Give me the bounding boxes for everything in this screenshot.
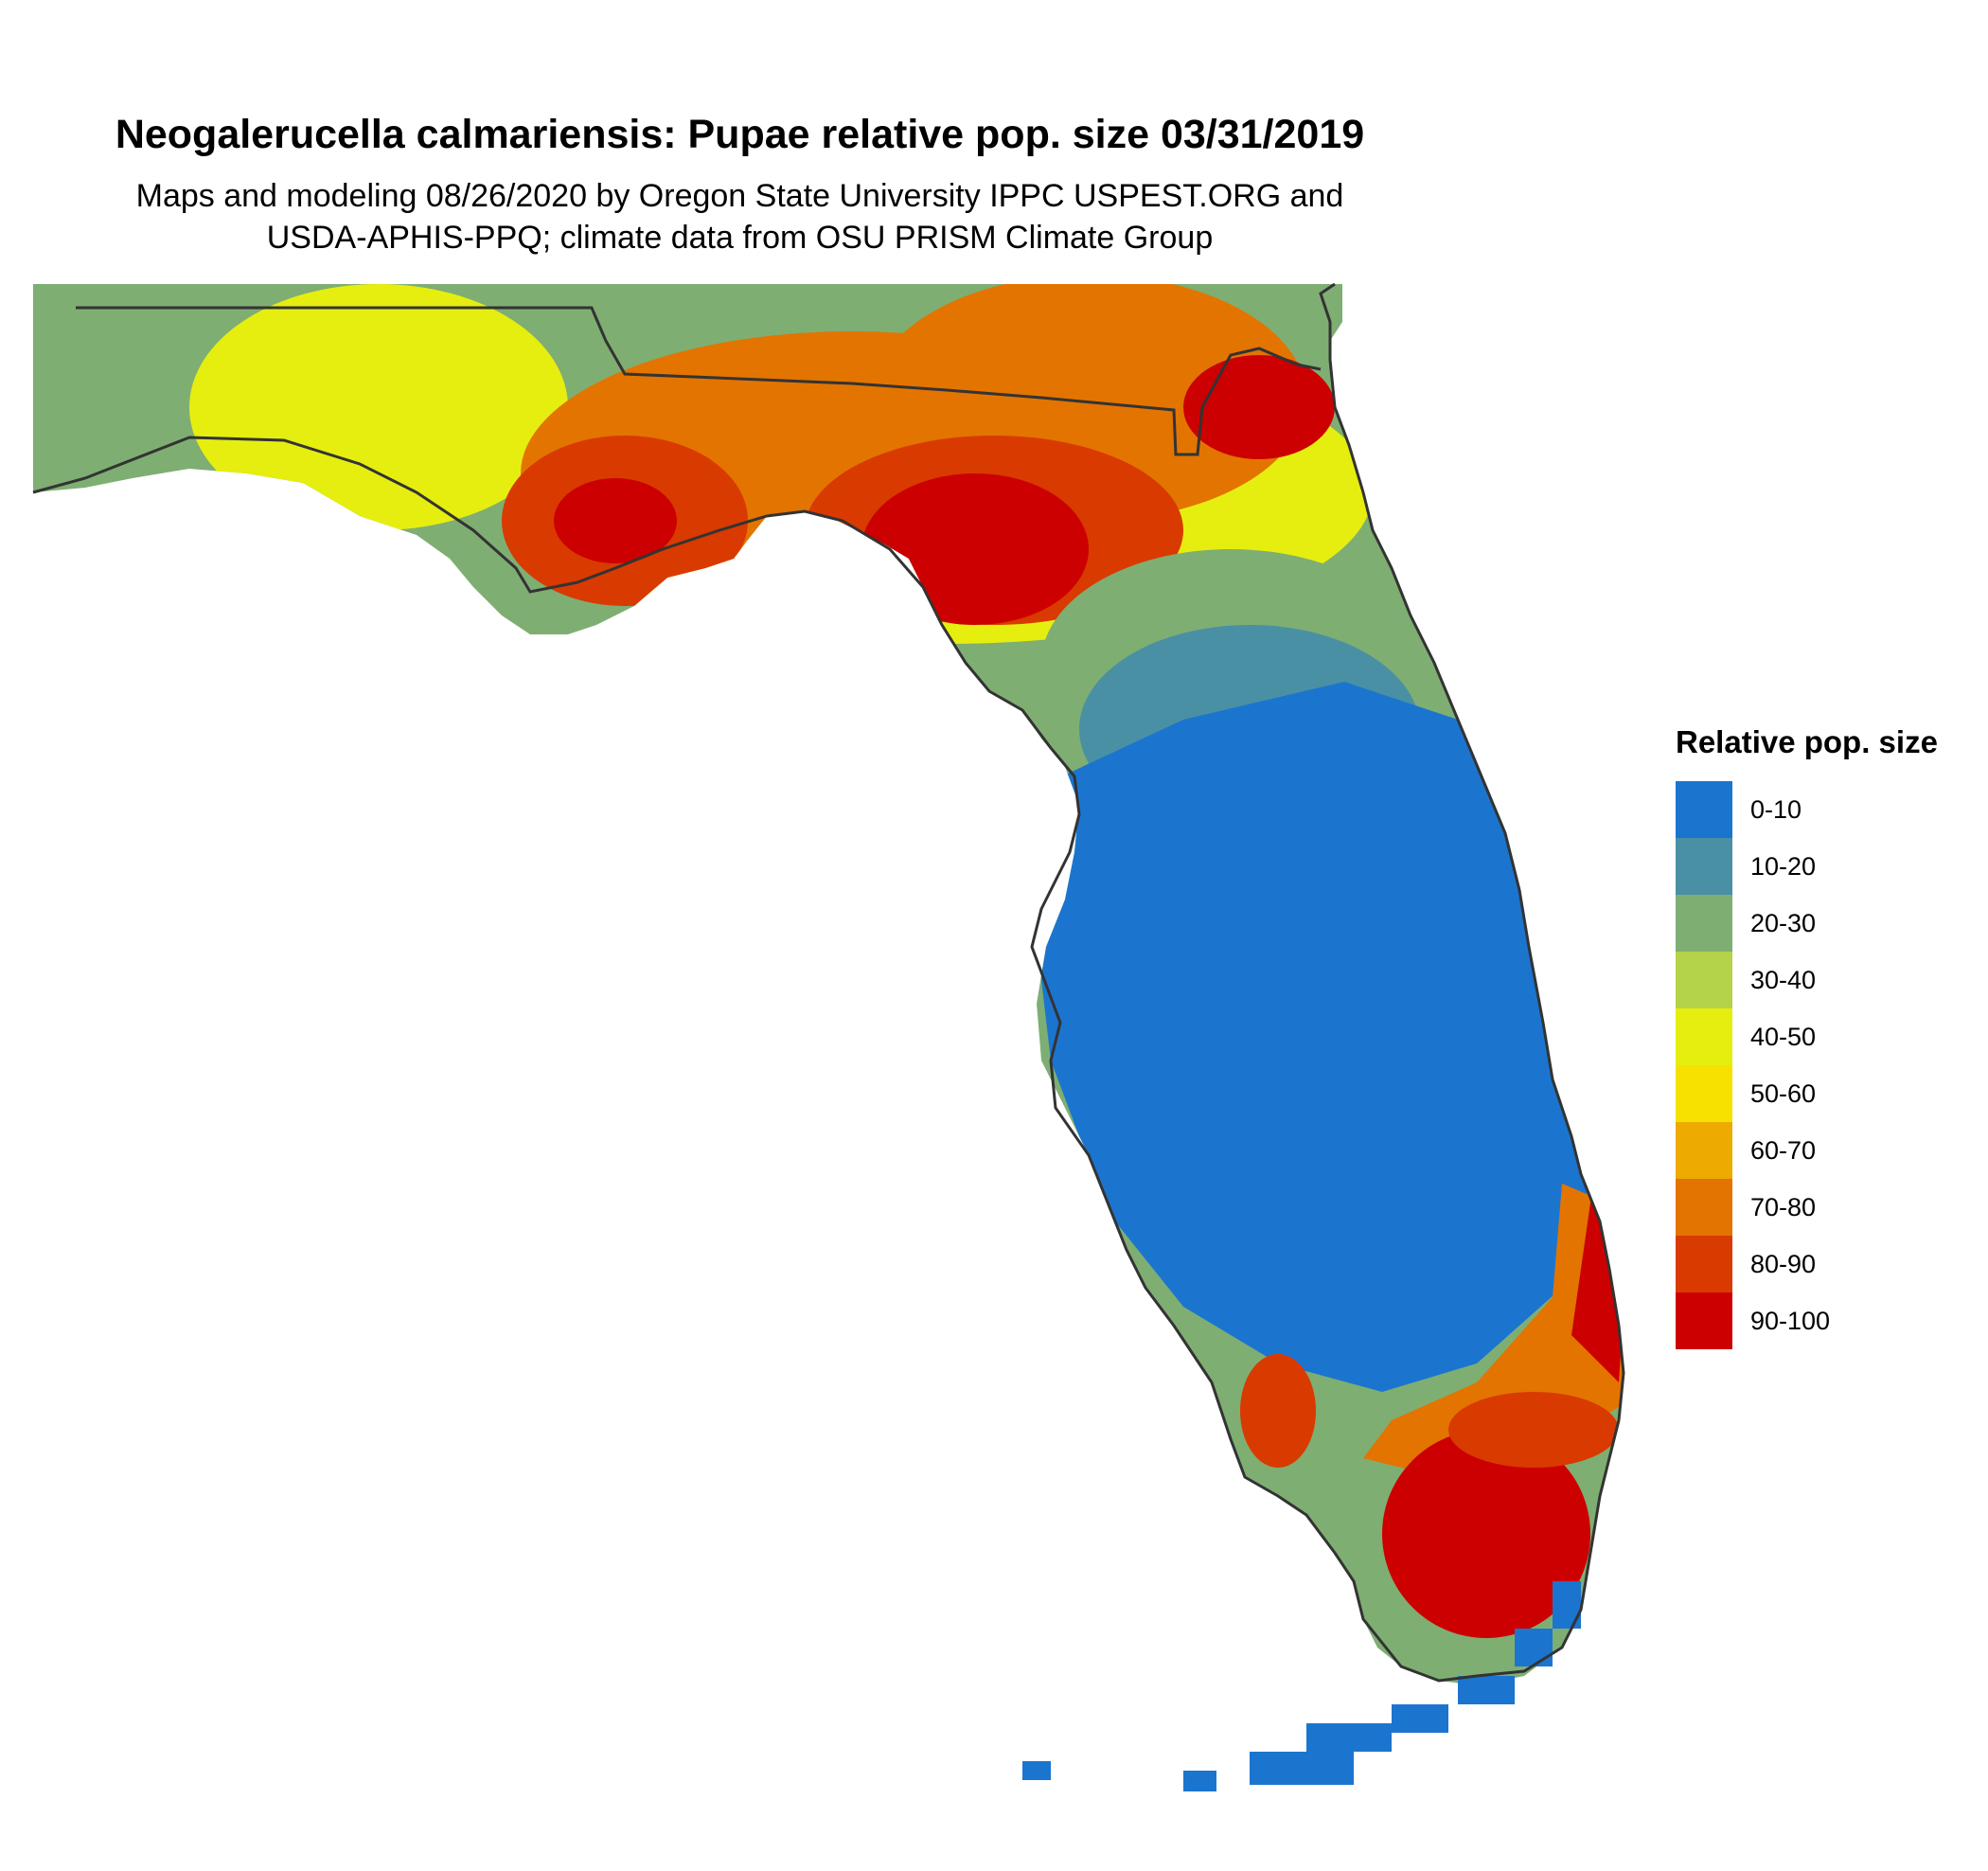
heatmap-layer	[33, 284, 1624, 1685]
key-island	[1022, 1761, 1051, 1780]
map-title: Neogalerucella calmariensis: Pupae relat…	[115, 112, 1365, 157]
legend-swatch	[1676, 1008, 1732, 1065]
legend-swatch	[1676, 1292, 1732, 1349]
legend-item: 80-90	[1676, 1236, 1938, 1292]
legend-label: 30-40	[1750, 965, 1817, 994]
legend-label: 80-90	[1750, 1249, 1817, 1278]
legend-swatch	[1676, 1179, 1732, 1236]
key-island	[1306, 1723, 1392, 1752]
key-island	[1458, 1676, 1515, 1704]
legend-title: Relative pop. size	[1676, 724, 1938, 759]
legend-item: 30-40	[1676, 952, 1938, 1008]
legend-item: 10-20	[1676, 838, 1938, 895]
key-island	[1183, 1771, 1216, 1791]
legend-label: 40-50	[1750, 1022, 1817, 1051]
legend-item: 70-80	[1676, 1179, 1938, 1236]
legend-label: 90-100	[1750, 1306, 1831, 1335]
legend-swatch	[1676, 838, 1732, 895]
key-island	[1553, 1581, 1581, 1629]
legend-item: 20-30	[1676, 895, 1938, 952]
legend: Relative pop. size 0-10 10-20 20-30 30-4…	[1676, 724, 1938, 1349]
legend-label: 60-70	[1750, 1135, 1817, 1165]
legend-item: 90-100	[1676, 1292, 1938, 1349]
legend-swatch	[1676, 1122, 1732, 1179]
key-island	[1392, 1704, 1448, 1733]
legend-label: 50-60	[1750, 1078, 1817, 1108]
legend-item: 40-50	[1676, 1008, 1938, 1065]
legend-label: 10-20	[1750, 851, 1817, 881]
legend-swatch	[1676, 781, 1732, 838]
florida-keys	[1022, 1581, 1581, 1791]
legend-swatch	[1676, 952, 1732, 1008]
zone-90-100	[1183, 355, 1335, 459]
legend-label: 70-80	[1750, 1192, 1817, 1221]
zone-90-100	[861, 473, 1089, 625]
zone-80-90	[1448, 1392, 1619, 1468]
zone-80-90	[1240, 1354, 1316, 1468]
key-island	[1515, 1629, 1553, 1666]
legend-swatch	[1676, 1236, 1732, 1292]
legend-label: 0-10	[1750, 794, 1802, 824]
key-island	[1250, 1752, 1354, 1785]
zone-90-100	[1382, 1430, 1590, 1638]
legend-swatch	[1676, 1065, 1732, 1122]
georgia-alabama-border	[76, 306, 1322, 456]
state-border-outline	[32, 282, 1625, 1683]
legend-item: 0-10	[1676, 781, 1938, 838]
legend-item: 60-70	[1676, 1122, 1938, 1179]
zone-0-10	[1032, 682, 1590, 1392]
legend-label: 20-30	[1750, 908, 1817, 937]
map-subtitle-line-2: USDA-APHIS-PPQ; climate data from OSU PR…	[266, 220, 1214, 256]
zone-90-100	[554, 478, 677, 563]
legend-swatch	[1676, 895, 1732, 952]
map-subtitle-line-1: Maps and modeling 08/26/2020 by Oregon S…	[135, 178, 1344, 214]
zone-40-50	[189, 284, 568, 530]
legend-item: 50-60	[1676, 1065, 1938, 1122]
